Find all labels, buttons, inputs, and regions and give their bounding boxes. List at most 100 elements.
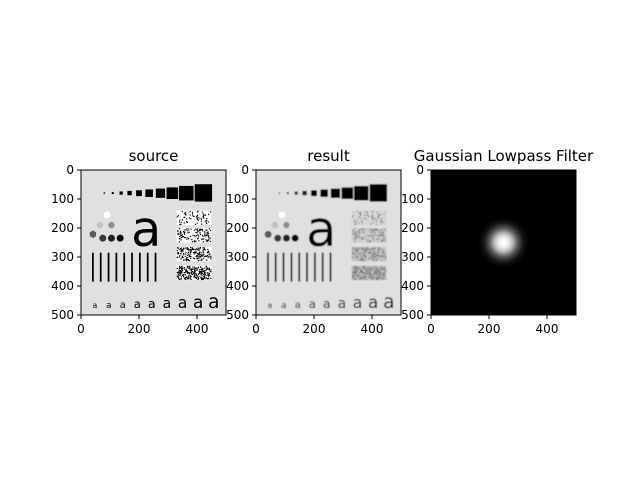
noise-dot <box>361 238 363 240</box>
noise-dot <box>357 249 359 251</box>
noise-dot <box>206 234 208 236</box>
noise-dot <box>360 258 362 260</box>
noise-dot <box>183 216 185 218</box>
noise-dot <box>177 253 180 255</box>
noise-dot <box>193 268 195 270</box>
noise-dot <box>194 273 196 275</box>
noise-dot <box>368 240 370 242</box>
noise-dot <box>187 249 189 251</box>
noise-dot <box>203 255 206 258</box>
noise-dot <box>368 248 370 251</box>
noise-dot <box>187 266 189 268</box>
noise-dot <box>193 253 195 255</box>
noise-dot <box>380 255 382 257</box>
noise-dot <box>186 254 189 256</box>
noise-dot <box>205 222 208 224</box>
noise-dot <box>375 255 377 257</box>
noise-dot <box>360 251 362 254</box>
noise-dot <box>180 221 182 224</box>
noise-dot <box>354 223 356 226</box>
noise-dot <box>371 254 373 257</box>
noise-dot <box>205 269 207 271</box>
noise-dot <box>186 248 188 250</box>
noise-dot <box>379 274 382 276</box>
noise-dot <box>377 215 379 217</box>
noise-dot <box>365 257 367 259</box>
svg-text:a: a <box>163 296 172 312</box>
noise-dot <box>179 231 182 233</box>
noise-dot <box>198 254 201 256</box>
noise-dot <box>385 211 387 213</box>
noise-dot <box>377 254 379 256</box>
noise-dot <box>195 277 197 279</box>
noise-dot <box>376 275 378 277</box>
noise-dot <box>195 228 197 230</box>
noise-dot <box>207 232 209 234</box>
noise-dot <box>380 277 382 279</box>
noise-dot <box>362 266 364 268</box>
noise-dot <box>367 257 370 259</box>
noise-dot <box>362 259 364 261</box>
noise-dot <box>199 271 201 274</box>
noise-dot <box>365 269 367 271</box>
noise-dot <box>368 215 370 218</box>
noise-dot <box>193 215 195 218</box>
noise-dot <box>378 247 380 249</box>
noise-dot <box>189 276 191 278</box>
noise-dot <box>186 238 188 240</box>
noise-dot <box>358 233 360 235</box>
noise-dot <box>374 259 376 261</box>
noise-dot <box>381 229 383 231</box>
noise-dot <box>371 269 373 271</box>
noise-dot <box>385 277 387 279</box>
noise-dot <box>203 248 206 250</box>
noise-dot <box>359 216 361 218</box>
noise-dot <box>178 232 180 234</box>
noise-dot <box>372 219 375 221</box>
noise-dot <box>366 268 368 270</box>
noise-dot <box>209 237 211 239</box>
noise-dot <box>185 229 187 231</box>
noise-dot <box>185 247 187 249</box>
noise-dot <box>186 256 188 259</box>
noise-dot <box>381 234 383 236</box>
noise-dot <box>373 275 375 278</box>
circles-group <box>89 211 124 242</box>
noise-dot <box>371 269 373 271</box>
noise-dot <box>356 268 358 270</box>
noise-dot <box>186 247 188 249</box>
noise-dot <box>178 228 180 230</box>
noise-dot <box>193 276 195 278</box>
noise-dot <box>180 276 182 278</box>
noise-dot <box>355 251 358 253</box>
noise-dot <box>184 277 186 279</box>
noise-dot <box>206 218 208 220</box>
noise-dot <box>201 254 203 256</box>
noise-dot <box>372 234 374 236</box>
noise-dot <box>379 270 381 272</box>
noise-dot <box>188 231 190 233</box>
noise-dot <box>181 236 183 238</box>
noise-dot <box>376 267 378 269</box>
noise-dot <box>190 278 192 280</box>
noise-dot <box>188 256 190 258</box>
noise-dot <box>365 269 368 271</box>
y-tick-label: 0 <box>66 163 74 177</box>
noise-dot <box>181 255 184 257</box>
noise-dot <box>195 231 197 233</box>
noise-dot <box>183 213 185 215</box>
noise-dot <box>377 268 379 270</box>
noise-dot <box>379 231 381 233</box>
noise-dot <box>370 252 372 254</box>
noise-dot <box>375 268 377 271</box>
noise-dot <box>187 257 189 259</box>
noise-dot <box>357 274 359 276</box>
noise-dot <box>354 221 356 223</box>
noise-dot <box>208 236 210 238</box>
noise-dot <box>381 232 384 234</box>
y-tick-label: 0 <box>241 163 249 177</box>
noise-dot <box>360 258 362 260</box>
noise-dot <box>353 270 355 272</box>
noise-dot <box>358 259 360 261</box>
noise-dot <box>361 218 363 220</box>
